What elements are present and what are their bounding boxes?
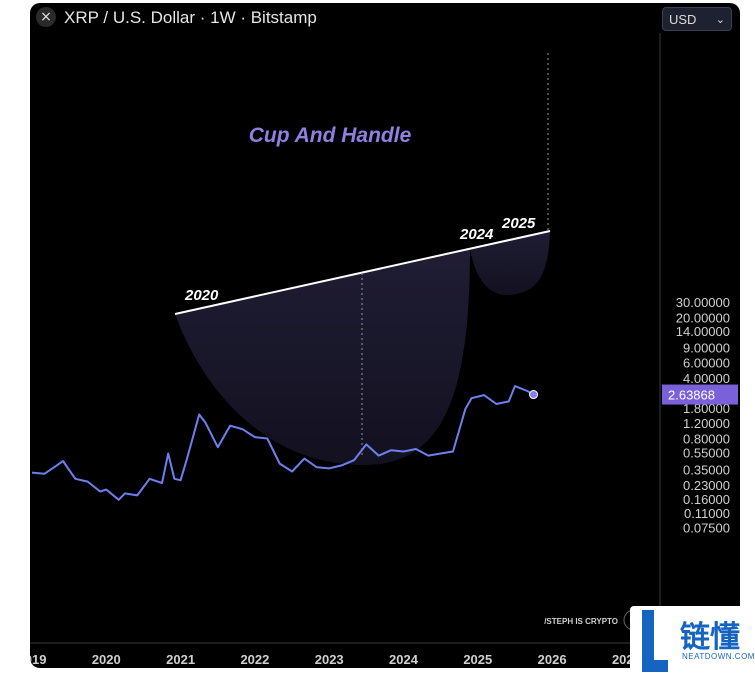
x-tick-label: 2024 xyxy=(389,652,419,667)
logo-text: 链懂 xyxy=(680,620,740,655)
y-tick-label: 0.55000 xyxy=(683,445,730,460)
y-tick-label: 0.11000 xyxy=(684,506,730,521)
x-tick-label: 2022 xyxy=(240,652,269,667)
y-tick-label: 14.00000 xyxy=(676,324,730,339)
watermark-text: /STEPH IS CRYPTO xyxy=(544,617,618,626)
site-logo: 链懂 NEATDOWN.COM xyxy=(630,606,755,676)
symbol-title: XRP / U.S. Dollar · 1W · Bitstamp xyxy=(64,8,317,27)
x-tick-label: 2023 xyxy=(315,652,344,667)
y-tick-label: 1.80000 xyxy=(683,401,730,416)
chevron-down-icon: ⌄ xyxy=(715,13,725,26)
x-tick-label: 2020 xyxy=(92,652,121,667)
x-tick-label: 2026 xyxy=(538,652,567,667)
year-marker-label: 2024 xyxy=(459,226,494,243)
currency-select[interactable]: USD ⌄ xyxy=(662,7,732,31)
y-tick-label: 9.00000 xyxy=(683,340,730,355)
y-tick-label: 6.00000 xyxy=(683,356,730,371)
x-tick-label: 2019 xyxy=(30,652,46,667)
resistance-line xyxy=(174,230,551,315)
y-tick-label: 0.23000 xyxy=(683,478,730,493)
logo-mark-icon xyxy=(642,610,668,672)
y-tick-label: 0.80000 xyxy=(683,431,730,446)
y-tick-label: 1.20000 xyxy=(683,416,730,431)
x-tick-label: 2025 xyxy=(463,652,492,667)
y-tick-label: 20.00000 xyxy=(676,310,730,325)
currency-label: USD xyxy=(669,12,697,27)
y-tick-label: 4.00000 xyxy=(683,371,730,386)
price-line xyxy=(31,385,534,501)
y-tick-label: 0.35000 xyxy=(683,462,730,477)
current-price-badge xyxy=(662,384,738,405)
logo-subtext: NEATDOWN.COM xyxy=(682,652,755,661)
close-icon[interactable]: × xyxy=(36,7,56,27)
year-marker-label: 2020 xyxy=(184,287,219,304)
y-tick-label: 0.16000 xyxy=(683,492,730,507)
current-price-label: 2.63868 xyxy=(668,388,715,403)
chart-frame: 30.00000 20.00000 14.00000 9.00000 6.00000 4.… xyxy=(30,3,740,668)
x-tick-label: 2021 xyxy=(166,652,195,667)
price-chart[interactable]: 30.0000020.0000014.000009.000006.000004.… xyxy=(30,3,740,668)
year-marker-label: 2025 xyxy=(501,215,536,232)
cup-and-handle-title: Cup And Handle xyxy=(249,124,412,147)
chart-header: × XRP / U.S. Dollar · 1W · Bitstamp xyxy=(30,3,660,33)
y-tick-label: 30.00000 xyxy=(676,295,730,310)
y-tick-label: 0.07500 xyxy=(683,520,730,535)
cup-shape xyxy=(175,248,470,466)
handle-shape xyxy=(470,231,550,296)
last-price-point xyxy=(529,390,539,400)
